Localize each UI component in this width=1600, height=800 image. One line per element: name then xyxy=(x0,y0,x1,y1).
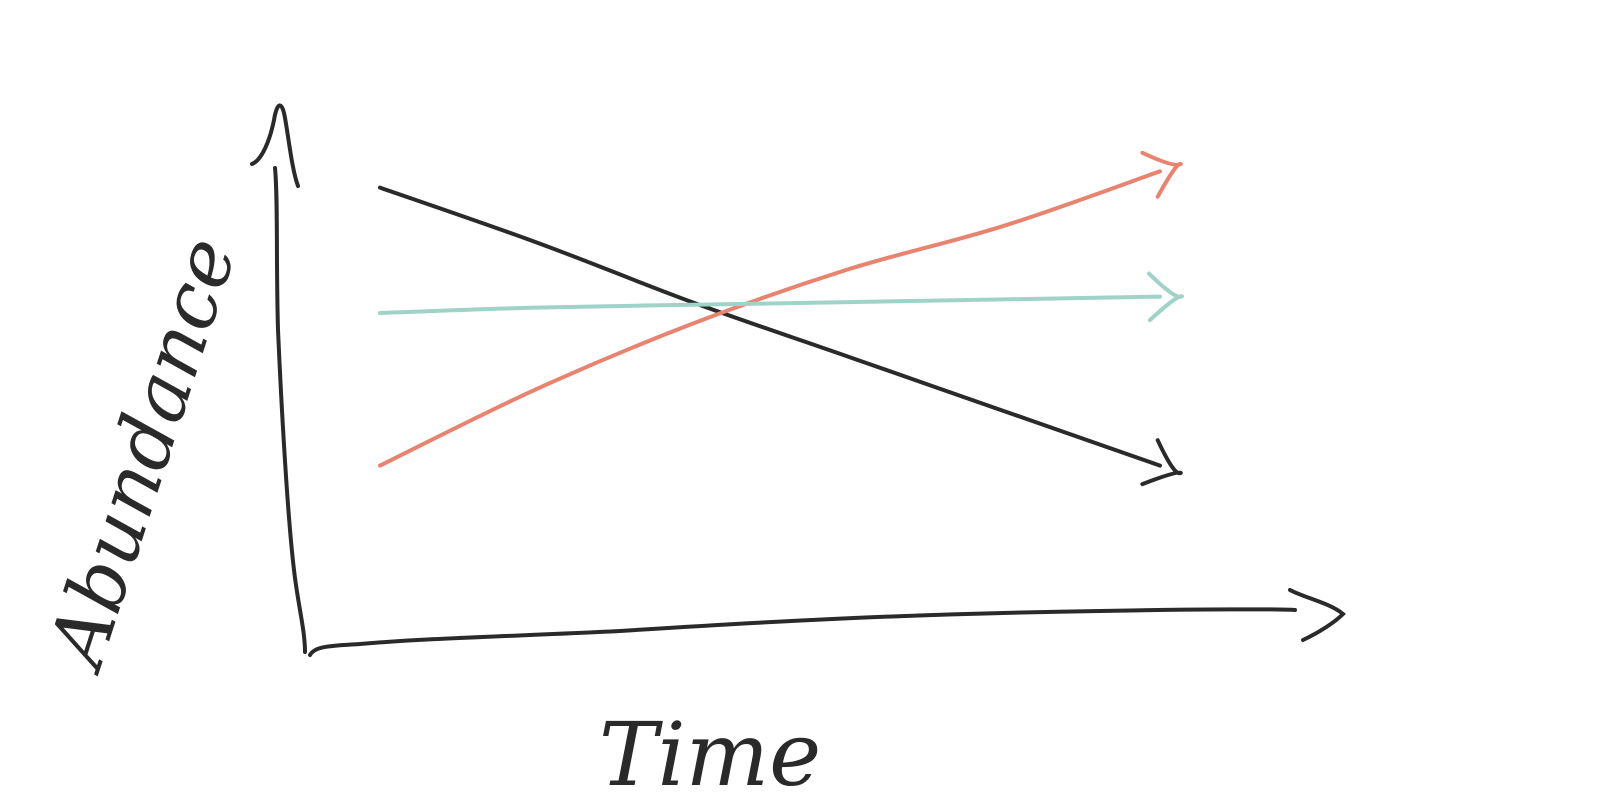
series-arrowhead-3 xyxy=(1147,271,1184,323)
y-axis-arrowhead xyxy=(250,103,300,188)
series-line-2 xyxy=(378,169,1162,468)
y-axis-line xyxy=(273,166,307,654)
series-arrowhead-1 xyxy=(1140,438,1183,487)
series-layer xyxy=(378,150,1184,487)
x-axis-line xyxy=(308,607,1297,657)
y-axis-label: Abundance xyxy=(30,227,254,682)
series-line-3 xyxy=(378,294,1162,315)
series-arrowhead-2 xyxy=(1140,150,1183,199)
series-line-1 xyxy=(378,185,1162,468)
x-axis-label: Time xyxy=(599,703,821,800)
x-axis-arrowhead xyxy=(1288,588,1346,642)
